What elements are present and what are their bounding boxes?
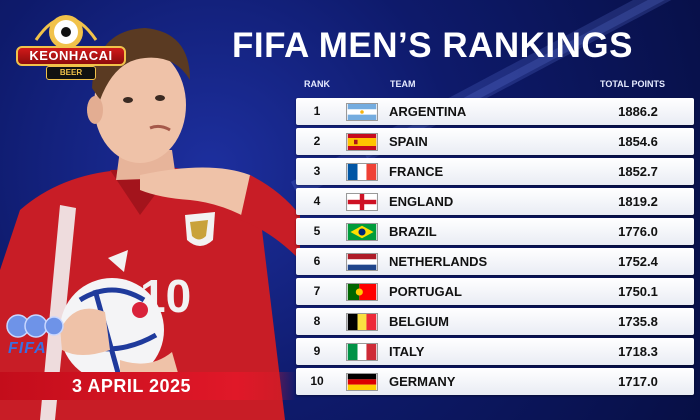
team-cell: GERMANY xyxy=(389,374,456,389)
table-row: 8 BELGIUM 1735.8 xyxy=(296,308,694,335)
table-row: 4 ENGLAND 1819.2 xyxy=(296,188,694,215)
table-row: 6 NETHERLANDS 1752.4 xyxy=(296,248,694,275)
points-cell: 1852.7 xyxy=(618,164,658,179)
team-cell: ENGLAND xyxy=(389,194,454,209)
table-row: 10 GERMANY 1717.0 xyxy=(296,368,694,395)
england-flag-icon xyxy=(346,193,378,211)
brazil-flag-icon xyxy=(346,223,378,241)
rank-cell: 5 xyxy=(313,224,321,238)
argentina-flag-icon xyxy=(346,103,378,121)
points-cell: 1750.1 xyxy=(618,284,658,299)
germany-flag-icon xyxy=(346,373,378,391)
table-row: 9 ITALY 1718.3 xyxy=(296,338,694,365)
table-row: 5 BRAZIL 1776.0 xyxy=(296,218,694,245)
table-row: 7 PORTUGAL 1750.1 xyxy=(296,278,694,305)
points-cell: 1776.0 xyxy=(618,224,658,239)
rank-cell: 1 xyxy=(313,104,321,118)
brand-logo[interactable]: KEONHACAI BEER xyxy=(6,10,126,82)
points-cell: 1718.3 xyxy=(618,344,658,359)
points-cell: 1854.6 xyxy=(618,134,658,149)
team-cell: ITALY xyxy=(389,344,425,359)
points-cell: 1717.0 xyxy=(618,374,658,389)
page-title: FIFA MEN’S RANKINGS xyxy=(232,26,633,65)
team-cell: SPAIN xyxy=(389,134,428,149)
fifa-label: FIFA xyxy=(8,340,47,357)
team-cell: NETHERLANDS xyxy=(389,254,488,269)
belgium-flag-icon xyxy=(346,313,378,331)
rank-cell: 8 xyxy=(313,314,321,328)
logo-emblem-icon xyxy=(34,15,98,49)
rank-cell: 4 xyxy=(313,194,321,208)
rank-cell: 6 xyxy=(313,254,321,268)
team-cell: BRAZIL xyxy=(389,224,437,239)
points-cell: 1752.4 xyxy=(618,254,658,269)
netherlands-flag-icon xyxy=(346,253,378,271)
rank-cell: 9 xyxy=(313,344,321,358)
points-cell: 1735.8 xyxy=(618,314,658,329)
team-cell: PORTUGAL xyxy=(389,284,462,299)
spain-flag-icon xyxy=(346,133,378,151)
rank-cell: 7 xyxy=(313,284,321,298)
logo-sub-text: BEER xyxy=(46,66,96,80)
france-flag-icon xyxy=(346,163,378,181)
portugal-flag-icon xyxy=(346,283,378,301)
date-banner: 3 APRIL 2025 xyxy=(0,372,296,400)
team-cell: FRANCE xyxy=(389,164,444,179)
logo-brand-text: KEONHACAI xyxy=(16,46,126,66)
fifa-globe-icon xyxy=(6,314,64,338)
rank-cell: 3 xyxy=(313,164,321,178)
header-points: TOTAL POINTS xyxy=(600,79,666,89)
italy-flag-icon xyxy=(346,343,378,361)
table-row: 1 ARGENTINA 1886.2 xyxy=(296,98,694,125)
team-cell: BELGIUM xyxy=(389,314,449,329)
team-cell: ARGENTINA xyxy=(389,104,467,119)
points-cell: 1819.2 xyxy=(618,194,658,209)
header-rank: RANK xyxy=(304,79,330,89)
rank-cell: 10 xyxy=(310,374,324,388)
rank-cell: 2 xyxy=(313,134,321,148)
table-row: 3 FRANCE 1852.7 xyxy=(296,158,694,185)
player-photo: 10 xyxy=(0,28,300,420)
points-cell: 1886.2 xyxy=(618,104,658,119)
table-row: 2 SPAIN 1854.6 xyxy=(296,128,694,155)
header-team: TEAM xyxy=(390,79,416,89)
